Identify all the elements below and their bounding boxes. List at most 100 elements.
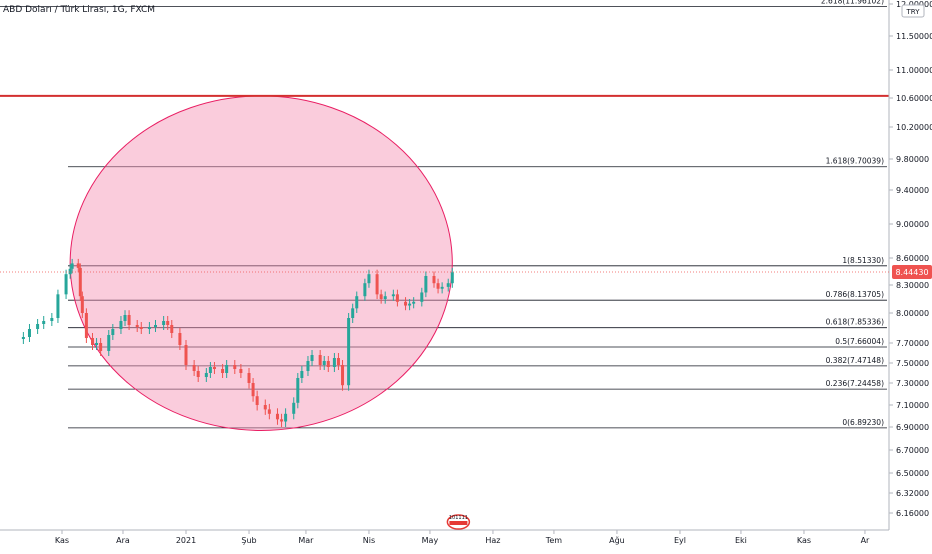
candle-body — [123, 315, 127, 321]
fib-levels: 2.618(11.96102) 1.618(9.70039) 1(8.51330) 0… — [0, 0, 887, 429]
candle-body — [225, 365, 229, 373]
candle-body — [111, 329, 115, 335]
x-tick-label: 2021 — [176, 536, 196, 545]
candle — [196, 366, 200, 382]
candle-body — [56, 294, 60, 318]
candle — [420, 287, 424, 307]
candle-body — [424, 276, 428, 293]
candle-body — [233, 365, 237, 369]
x-tick-label: Tem — [545, 536, 562, 545]
candle-body — [139, 327, 143, 329]
candle — [154, 320, 158, 332]
candle-body — [178, 333, 182, 345]
candle-body — [412, 301, 416, 304]
y-tick-label: 8.60000 — [896, 254, 929, 263]
candle — [255, 390, 259, 411]
candle-body — [341, 365, 345, 386]
candle-body — [296, 378, 300, 403]
candle-body — [332, 358, 336, 367]
candle-body — [355, 296, 359, 309]
candle-body — [263, 405, 267, 410]
candle-body — [21, 337, 25, 339]
candle — [50, 313, 54, 326]
candle-body — [42, 321, 46, 324]
x-tick-label: Nis — [363, 536, 375, 545]
candle — [322, 356, 326, 370]
candle-body — [208, 367, 212, 373]
candle-body — [450, 272, 454, 284]
candle-body — [135, 325, 139, 327]
candle — [204, 368, 208, 382]
candle — [395, 289, 399, 307]
candle — [111, 324, 115, 340]
x-tick-label: Ağu — [609, 536, 625, 545]
candle — [355, 291, 359, 313]
candle-body — [336, 358, 340, 365]
candle — [300, 366, 304, 383]
fib-label: 0.786(8.13705) — [826, 290, 884, 299]
candle — [42, 316, 46, 329]
last-price-badge: 8.44430 — [892, 265, 932, 280]
candle-body — [99, 343, 103, 351]
candle — [326, 356, 330, 372]
candle — [64, 269, 68, 299]
candle-body — [267, 409, 271, 414]
y-tick-label: 9.80000 — [896, 155, 929, 164]
candle — [139, 322, 143, 334]
x-tick-label: Ar — [861, 536, 870, 545]
candle-body — [78, 267, 82, 297]
fib-label: 0.618(7.85336) — [826, 318, 884, 327]
fib-label: 1(8.51330) — [842, 256, 884, 265]
symbol-title: ABD Doları / Türk Lirası, 1G, FXCM — [3, 5, 156, 15]
candle-body — [192, 365, 196, 371]
candle — [90, 333, 94, 350]
candle — [351, 303, 355, 323]
drawings-layer — [0, 94, 889, 431]
candle — [280, 413, 284, 427]
highlight-ellipse — [69, 95, 453, 431]
watermark-text: 101111 — [449, 515, 468, 521]
y-tick-label: 9.00000 — [896, 220, 929, 229]
x-tick-label: May — [422, 536, 439, 545]
candle-body — [326, 361, 330, 367]
y-tick-label: 7.50000 — [896, 359, 929, 368]
candle-body — [284, 413, 288, 422]
y-tick-label: 10.20000 — [896, 123, 932, 132]
y-tick-label: 8.00000 — [896, 309, 929, 318]
candle — [440, 282, 444, 294]
candle-body — [184, 345, 188, 365]
candle-body — [255, 396, 259, 405]
x-tick-label: Kas — [55, 536, 69, 545]
currency-label: TRY — [906, 8, 921, 16]
candle — [95, 338, 99, 350]
candle-body — [36, 324, 40, 329]
watermark-logo: 101111 — [446, 514, 471, 530]
y-tick-label: 6.32000 — [896, 489, 929, 498]
candle — [233, 360, 237, 374]
candle — [391, 289, 395, 301]
candle — [424, 271, 428, 298]
candle — [27, 324, 31, 342]
fib-label: 0(6.89230) — [842, 418, 884, 427]
candle-body — [379, 294, 383, 299]
candle-body — [162, 321, 166, 325]
x-tick-label: Kas — [797, 536, 811, 545]
y-tick-label: 7.10000 — [896, 401, 929, 410]
candle — [318, 350, 322, 370]
candle — [375, 269, 379, 299]
candle-body — [247, 373, 251, 383]
candle — [275, 408, 279, 425]
candle-body — [347, 318, 351, 386]
candle-body — [322, 361, 326, 365]
x-tick-label: Ara — [116, 536, 130, 545]
candle — [178, 328, 182, 350]
candle — [162, 316, 166, 330]
fib-label: 2.618(11.96102) — [821, 0, 884, 5]
candle-body — [391, 294, 395, 297]
x-tick-label: Eki — [735, 536, 747, 545]
candle-body — [363, 283, 367, 297]
candle — [36, 319, 40, 334]
y-tick-label: 8.30000 — [896, 281, 929, 290]
